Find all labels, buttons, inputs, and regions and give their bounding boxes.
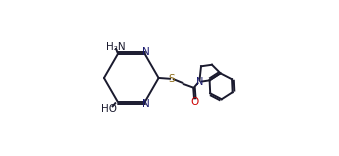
Text: N: N [142,47,149,57]
Text: H₂N: H₂N [106,42,126,52]
Text: S: S [168,74,175,84]
Text: O: O [190,97,199,107]
Text: N: N [196,77,203,87]
Text: N: N [142,99,149,109]
Text: HO: HO [101,104,117,114]
